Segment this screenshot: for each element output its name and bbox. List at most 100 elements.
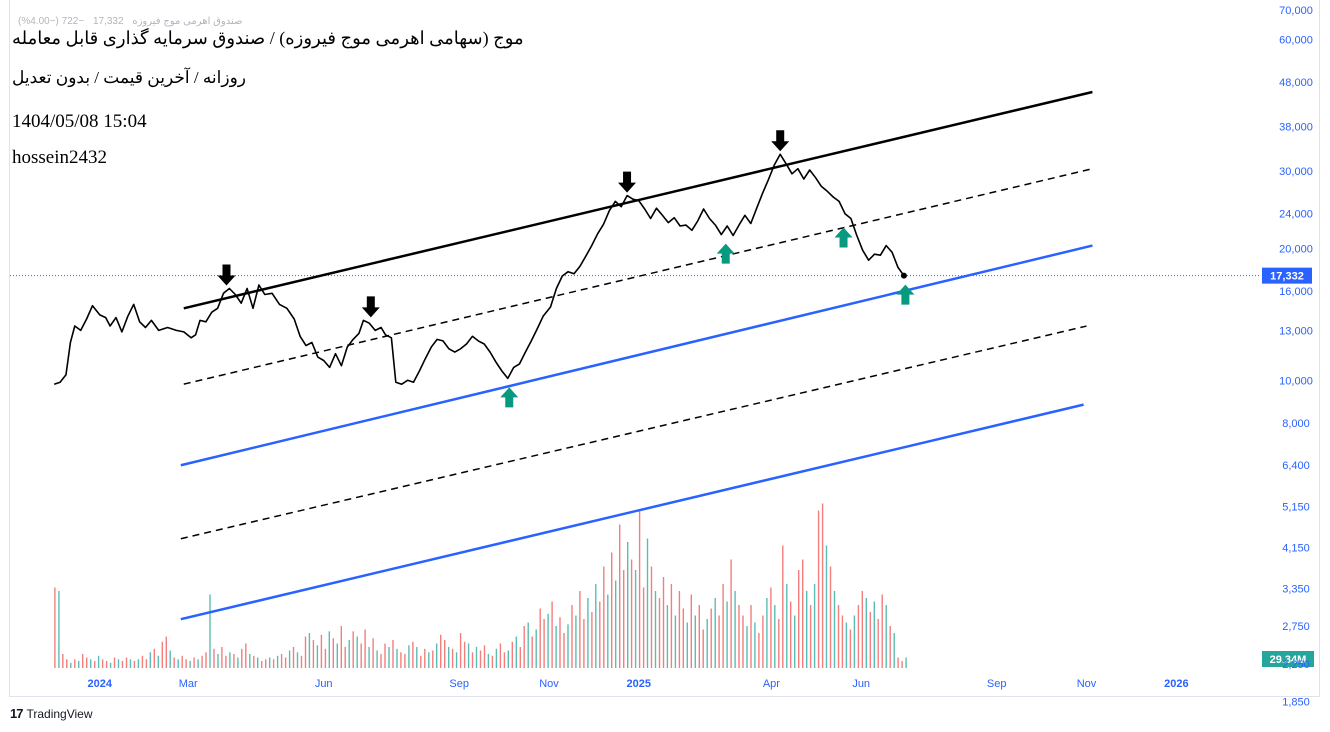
volume-bar xyxy=(320,634,323,669)
volume-bar xyxy=(901,661,903,668)
volume-bar xyxy=(193,657,195,668)
volume-bar xyxy=(833,591,836,668)
volume-bar xyxy=(670,584,673,668)
volume-bar xyxy=(758,633,760,668)
volume-bar xyxy=(404,654,406,668)
x-tick-label: 2026 xyxy=(1164,678,1188,690)
volume-bar xyxy=(595,584,597,668)
volume-bar xyxy=(436,643,438,668)
volume-bar xyxy=(857,605,860,668)
arrow-down-icon xyxy=(217,264,236,286)
volume-bar xyxy=(280,654,283,668)
volume-bar xyxy=(750,605,752,668)
y-tick-label: 30,000 xyxy=(1279,166,1313,178)
volume-bar xyxy=(702,629,704,668)
legend-name: صندوق اهرمی موج فیروزه xyxy=(132,16,243,27)
volume-bar xyxy=(666,605,669,668)
volume-bar xyxy=(380,654,382,668)
volume-bar xyxy=(889,626,891,668)
volume-bar xyxy=(495,648,498,669)
volume-bar xyxy=(420,655,422,669)
volume-bar xyxy=(627,542,629,668)
volume-bar xyxy=(722,584,724,668)
volume-bar xyxy=(348,640,350,668)
volume-bar xyxy=(706,619,708,668)
volume-bar xyxy=(475,647,478,668)
volume-bar xyxy=(233,654,235,668)
volume-bar xyxy=(825,545,828,668)
volume-bars: 29.34M xyxy=(54,503,1314,669)
volume-bar xyxy=(467,643,470,668)
y-tick-label: 8,000 xyxy=(1282,418,1310,430)
volume-bar xyxy=(368,647,370,668)
volume-bar xyxy=(269,657,271,668)
volume-bar xyxy=(829,566,832,668)
volume-bar xyxy=(527,622,529,668)
volume-bar xyxy=(189,661,191,668)
volume-bar xyxy=(583,619,585,668)
volume-bar xyxy=(802,559,804,668)
channel-line-3 xyxy=(180,244,1093,467)
brand-name: TradingView xyxy=(26,706,93,721)
volume-bar xyxy=(682,608,684,668)
volume-bar xyxy=(897,657,899,668)
y-tick-label: 6,400 xyxy=(1282,460,1310,472)
volume-bar xyxy=(364,629,366,668)
x-tick-label: Sep xyxy=(987,678,1007,690)
volume-bar xyxy=(774,605,776,668)
price-line xyxy=(53,153,905,386)
volume-bar xyxy=(845,622,848,668)
volume-bar xyxy=(738,605,740,668)
x-tick-label: Nov xyxy=(1077,678,1097,690)
volume-bar xyxy=(241,648,243,669)
volume-bar xyxy=(794,615,796,668)
footer-brand[interactable]: 17 TradingView xyxy=(10,706,93,721)
volume-bar xyxy=(563,633,565,668)
volume-bar xyxy=(201,655,203,669)
volume-bar xyxy=(304,636,307,668)
volume-bar xyxy=(865,598,867,668)
chart-datetime: 1404/05/08 15:04 xyxy=(12,111,147,132)
volume-bar xyxy=(686,622,688,668)
volume-bar xyxy=(217,654,219,668)
volume-bar xyxy=(90,659,92,669)
volume-bar xyxy=(173,657,175,668)
chart-frame xyxy=(9,0,1320,697)
volume-bar xyxy=(400,652,402,669)
volume-bar xyxy=(519,647,521,668)
volume-bar xyxy=(547,613,549,669)
volume-bar xyxy=(817,510,820,668)
volume-bar xyxy=(109,662,112,669)
price-series xyxy=(53,153,907,386)
x-tick-label: Mar xyxy=(179,678,198,690)
volume-bar xyxy=(161,641,163,669)
volume-bar xyxy=(523,626,525,668)
volume-bar xyxy=(308,633,311,668)
volume-bar xyxy=(78,661,80,668)
volume-bar xyxy=(86,657,88,668)
volume-bar xyxy=(392,640,394,668)
y-tick-label: 20,000 xyxy=(1279,243,1313,255)
volume-bar xyxy=(66,659,68,669)
arrow-up-icon xyxy=(834,227,853,248)
volume-bar xyxy=(213,648,215,669)
volume-bar xyxy=(408,645,410,669)
volume-bar xyxy=(543,619,545,668)
volume-bar xyxy=(487,654,490,668)
volume-bar xyxy=(471,652,474,669)
volume-bar xyxy=(272,659,275,669)
volume-bar xyxy=(328,631,330,669)
volume-bar xyxy=(165,636,167,668)
volume-bar xyxy=(229,652,231,669)
volume-bar xyxy=(754,622,756,668)
volume-bar xyxy=(587,598,589,668)
volume-bar xyxy=(535,629,537,668)
volume-bar xyxy=(384,643,386,668)
channel-line-5 xyxy=(180,403,1084,621)
volume-bar xyxy=(718,615,720,668)
volume-bar xyxy=(507,650,509,668)
x-tick-label: Jun xyxy=(315,678,333,690)
volume-bar xyxy=(841,615,844,668)
y-tick-label: 38,000 xyxy=(1279,121,1313,133)
